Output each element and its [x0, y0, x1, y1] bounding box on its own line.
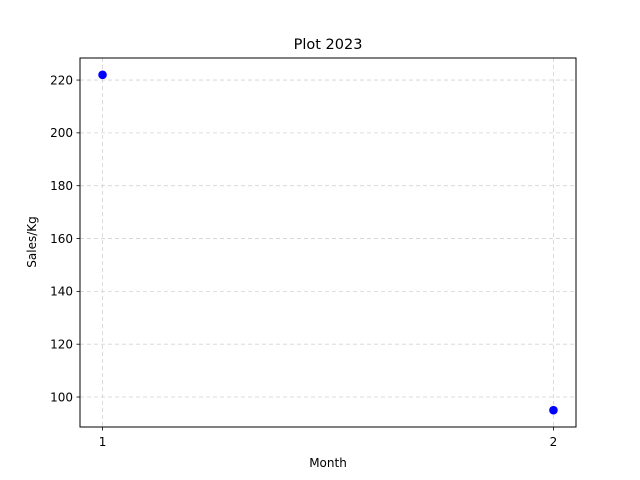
- y-tick-label: 180: [50, 179, 73, 193]
- x-tick-label: 2: [550, 435, 558, 449]
- y-tick-label: 100: [50, 390, 73, 404]
- chart-title: Plot 2023: [294, 37, 363, 53]
- plot-area-frame: [79, 57, 577, 428]
- y-axis-label: Sales/Kg: [25, 216, 39, 267]
- y-tick-label: 140: [50, 285, 73, 299]
- x-axis-label: Month: [309, 456, 347, 470]
- y-tick-label: 200: [50, 126, 73, 140]
- x-tick-label: 1: [99, 435, 107, 449]
- y-tick-label: 160: [50, 232, 73, 246]
- y-tick-label: 220: [50, 73, 73, 87]
- data-point: [549, 405, 558, 415]
- data-points: [98, 70, 558, 415]
- y-tick-label: 120: [50, 337, 73, 351]
- grid-lines: [80, 58, 576, 427]
- data-point: [98, 70, 107, 80]
- y-axis-ticks: 100 120 140 160 180 200 220: [50, 73, 80, 404]
